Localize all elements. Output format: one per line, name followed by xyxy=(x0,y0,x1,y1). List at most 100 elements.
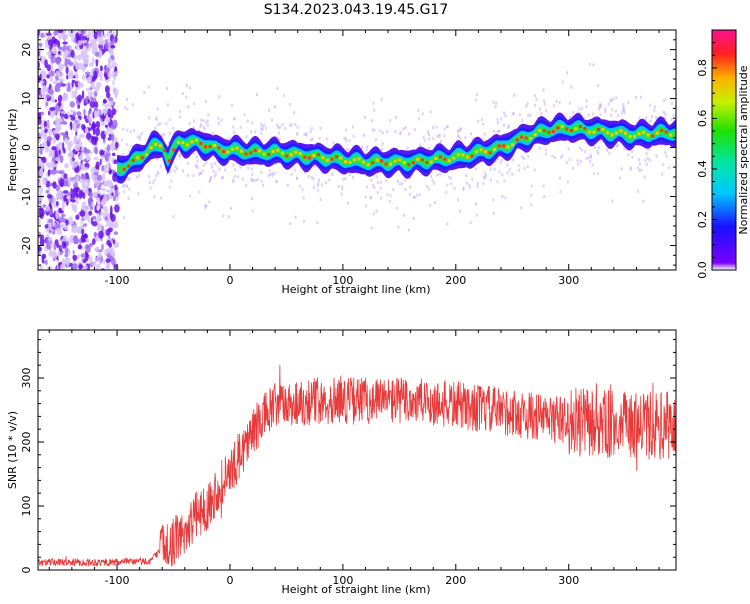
noise-speck xyxy=(99,149,105,156)
noise-speck xyxy=(56,83,62,87)
noise-speck xyxy=(77,40,83,46)
scatter-speck xyxy=(565,161,568,164)
noise-speck xyxy=(98,230,104,239)
scatter-speck xyxy=(234,168,237,172)
noise-speck xyxy=(38,118,42,125)
scatter-speck xyxy=(344,177,347,180)
scatter-speck xyxy=(517,163,520,167)
noise-speck xyxy=(62,41,68,45)
scatter-speck xyxy=(503,179,506,183)
noise-speck xyxy=(106,144,111,153)
ridge-peak xyxy=(344,160,347,164)
noise-speck xyxy=(78,141,83,148)
scatter-speck xyxy=(534,94,536,98)
scatter-speck xyxy=(380,98,383,102)
noise-speck xyxy=(48,252,54,257)
scatter-speck xyxy=(476,93,479,97)
noise-speck xyxy=(61,213,66,217)
ridge-peak xyxy=(646,133,650,137)
scatter-speck xyxy=(498,170,501,174)
ridge-peak xyxy=(461,153,465,157)
scatter-speck xyxy=(172,215,175,219)
scatter-speck xyxy=(267,174,270,178)
scatter-speck xyxy=(232,178,235,182)
scatter-speck xyxy=(551,154,554,158)
noise-speck xyxy=(43,70,47,76)
noise-speck xyxy=(113,267,118,270)
ridge-peak xyxy=(569,129,573,132)
ridge-peak xyxy=(353,158,356,162)
noise-speck xyxy=(84,71,91,76)
scatter-speck xyxy=(543,102,546,106)
scatter-speck xyxy=(465,181,468,185)
scatter-speck xyxy=(186,161,189,165)
noise-speck xyxy=(73,127,78,133)
scatter-speck xyxy=(433,201,436,204)
scatter-speck xyxy=(185,95,188,99)
scatter-speck xyxy=(453,186,456,190)
scatter-speck xyxy=(370,226,373,230)
noise-speck xyxy=(55,201,59,206)
noise-speck xyxy=(63,121,67,125)
noise-speck xyxy=(87,110,91,115)
scatter-speck xyxy=(611,199,614,203)
scatter-speck xyxy=(439,172,442,176)
scatter-speck xyxy=(496,157,499,161)
scatter-speck xyxy=(518,168,521,172)
scatter-speck xyxy=(399,131,402,135)
noise-speck xyxy=(45,190,49,194)
ridge-peak xyxy=(651,134,655,138)
scatter-speck xyxy=(166,103,169,107)
snr-xtick-label: 200 xyxy=(445,574,466,587)
noise-speck xyxy=(86,184,90,189)
scatter-speck xyxy=(587,156,590,160)
scatter-speck xyxy=(127,177,130,181)
scatter-speck xyxy=(302,196,305,200)
scatter-speck xyxy=(389,119,392,123)
noise-speck xyxy=(38,246,42,252)
noise-speck xyxy=(51,146,57,151)
spectrogram-x-label: Height of straight line (km) xyxy=(281,283,430,296)
noise-speck xyxy=(73,137,79,145)
scatter-speck xyxy=(596,150,599,153)
scatter-speck xyxy=(671,117,673,121)
ridge-peak xyxy=(628,135,632,138)
scatter-speck xyxy=(156,107,159,111)
ridge-peak xyxy=(447,159,451,163)
noise-speck xyxy=(57,70,61,80)
scatter-speck xyxy=(294,123,297,126)
scatter-speck xyxy=(499,161,502,165)
scatter-speck xyxy=(395,115,397,119)
scatter-speck xyxy=(206,119,209,123)
noise-speck xyxy=(63,173,68,180)
scatter-speck xyxy=(213,175,216,178)
noise-speck xyxy=(99,158,102,166)
noise-speck xyxy=(112,119,118,129)
scatter-speck xyxy=(645,162,648,166)
scatter-speck xyxy=(388,199,391,203)
noise-speck xyxy=(77,94,83,103)
colorbar-tick-label: 0.4 xyxy=(696,160,709,178)
scatter-speck xyxy=(208,179,211,183)
scatter-speck xyxy=(224,168,227,172)
scatter-speck xyxy=(489,178,492,182)
scatter-speck xyxy=(262,123,265,127)
scatter-speck xyxy=(430,174,433,178)
noise-speck xyxy=(92,191,98,198)
scatter-speck xyxy=(126,97,129,101)
noise-speck xyxy=(54,87,61,92)
noise-speck xyxy=(78,83,83,87)
ridge-peak xyxy=(267,153,271,156)
scatter-speck xyxy=(672,113,675,117)
scatter-speck xyxy=(578,146,581,150)
noise-speck xyxy=(107,227,113,233)
scatter-speck xyxy=(622,106,625,110)
scatter-speck xyxy=(299,184,301,188)
scatter-speck xyxy=(671,102,674,106)
ridge-peak xyxy=(366,163,370,167)
scatter-speck xyxy=(545,152,548,156)
scatter-speck xyxy=(366,145,369,149)
scatter-speck xyxy=(307,175,310,179)
scatter-speck xyxy=(138,137,141,141)
noise-speck xyxy=(104,131,110,135)
